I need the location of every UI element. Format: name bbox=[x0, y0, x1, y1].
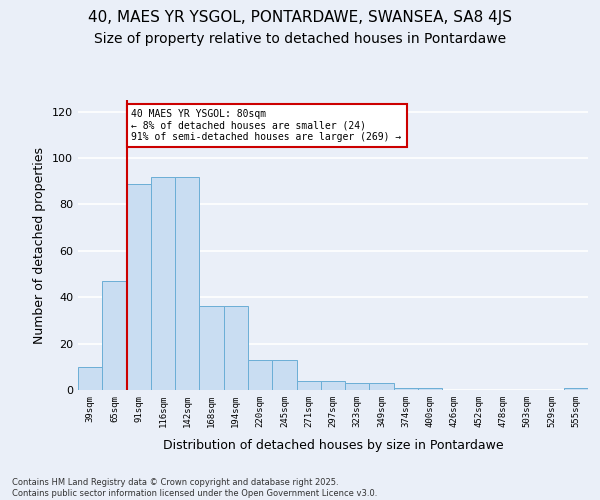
Bar bbox=[199, 306, 224, 390]
Bar bbox=[78, 367, 102, 390]
Text: 40, MAES YR YSGOL, PONTARDAWE, SWANSEA, SA8 4JS: 40, MAES YR YSGOL, PONTARDAWE, SWANSEA, … bbox=[88, 10, 512, 25]
Bar bbox=[564, 388, 588, 390]
Bar bbox=[272, 360, 296, 390]
Bar bbox=[248, 360, 272, 390]
Bar bbox=[321, 380, 345, 390]
Text: Contains HM Land Registry data © Crown copyright and database right 2025.
Contai: Contains HM Land Registry data © Crown c… bbox=[12, 478, 377, 498]
Bar bbox=[296, 380, 321, 390]
Bar bbox=[175, 176, 199, 390]
Bar bbox=[394, 388, 418, 390]
Text: 40 MAES YR YSGOL: 80sqm
← 8% of detached houses are smaller (24)
91% of semi-det: 40 MAES YR YSGOL: 80sqm ← 8% of detached… bbox=[131, 110, 401, 142]
Bar bbox=[370, 383, 394, 390]
Bar bbox=[102, 281, 127, 390]
Bar bbox=[418, 388, 442, 390]
Bar bbox=[345, 383, 370, 390]
Y-axis label: Number of detached properties: Number of detached properties bbox=[34, 146, 46, 344]
Text: Size of property relative to detached houses in Pontardawe: Size of property relative to detached ho… bbox=[94, 32, 506, 46]
Bar bbox=[127, 184, 151, 390]
Bar bbox=[151, 176, 175, 390]
Text: Distribution of detached houses by size in Pontardawe: Distribution of detached houses by size … bbox=[163, 440, 503, 452]
Bar bbox=[224, 306, 248, 390]
